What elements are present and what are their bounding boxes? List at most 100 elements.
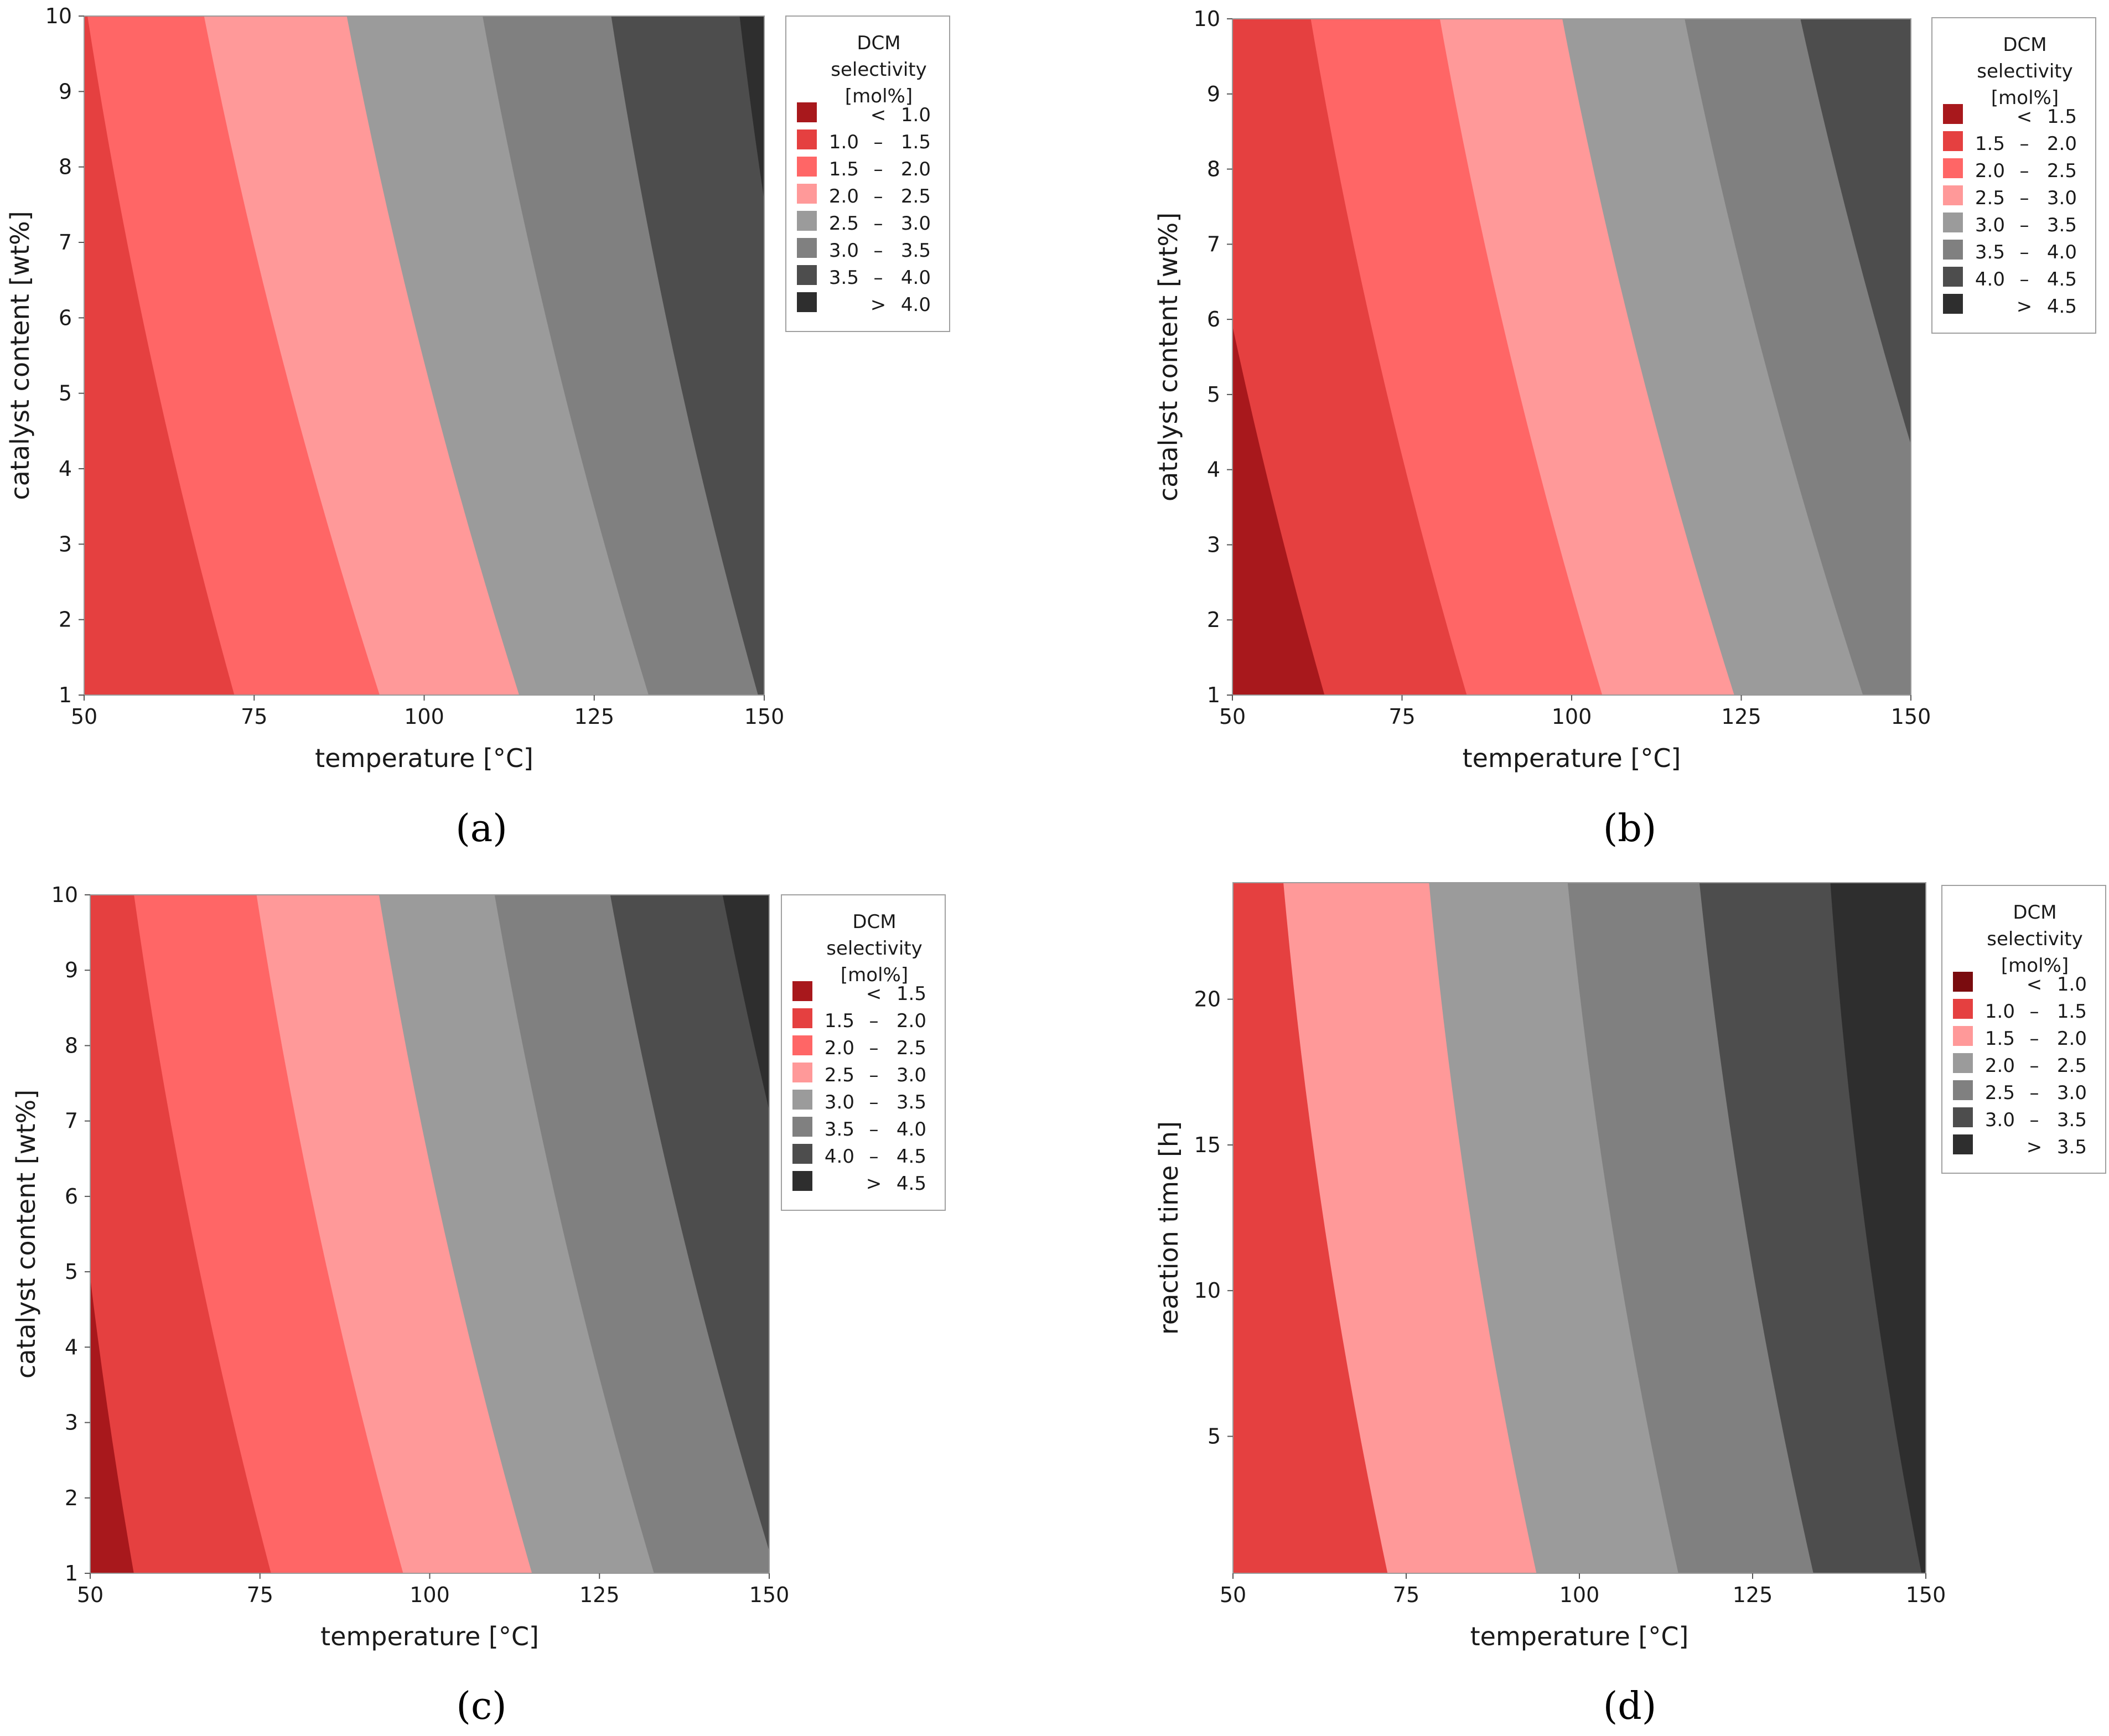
legend-high: 3.5 [2057,1109,2087,1131]
chart-panel-2: 50 75 100 125 150 1 2 3 4 5 6 7 8 9 10 temperature [°C]… [11,883,946,1728]
legend-low: 2.0 [829,185,859,208]
legend-swatch [1943,240,1963,260]
legend-dash: – [2030,1028,2039,1050]
legend-low: 2.5 [825,1064,854,1086]
legend-swatch [797,238,817,258]
x-axis-label: temperature [°C] [315,743,533,773]
legend-swatch [797,129,817,149]
x-axis-label: temperature [°C] [1463,743,1681,773]
y-tick-label: 6 [1207,307,1220,331]
x-tick-label: 50 [1220,1583,1246,1607]
legend-dash: – [2020,160,2029,182]
legend-dash: – [869,1064,879,1086]
legend-low: 2.5 [829,213,859,235]
legend-op: > [866,1173,882,1195]
y-tick-label: 3 [59,532,72,556]
y-tick-label: 1 [1207,683,1220,707]
legend-high: 3.5 [2047,214,2077,236]
y-tick-label: 10 [1194,7,1220,31]
y-tick-label: 5 [1208,1424,1221,1449]
legend-swatch [1953,1026,1973,1046]
legend-dash: – [869,1091,879,1113]
legend-high: 2.0 [901,158,931,180]
y-tick-label: 3 [65,1411,78,1435]
legend-high: 1.5 [2057,1001,2087,1023]
legend-high: 3.5 [2057,1136,2087,1158]
y-tick-label: 1 [65,1561,78,1585]
y-tick-label: 4 [59,457,72,481]
legend-dash: – [874,131,883,153]
legend-low: 2.5 [1985,1082,2015,1104]
y-tick-label: 7 [65,1109,78,1133]
legend-dash: – [2020,268,2029,291]
legend-swatch [797,265,817,285]
y-tick-label: 7 [1207,232,1220,256]
legend-high: 2.0 [2057,1028,2087,1050]
contour-plot-area [1233,883,1926,1573]
y-tick-label: 2 [59,608,72,632]
legend-high: 3.0 [901,213,931,235]
x-tick-label: 100 [404,704,444,729]
legend-swatch [797,157,817,177]
y-tick-label: 2 [1207,608,1220,632]
contour-plot-area [84,16,764,695]
y-tick-label: 1 [59,683,72,707]
x-axis-label: temperature [°C] [320,1621,539,1651]
legend-dash: – [874,158,883,180]
legend-swatch [797,184,817,204]
legend-swatch [1943,267,1963,287]
x-tick-label: 125 [1733,1583,1773,1607]
legend-dash: – [874,240,883,262]
legend-swatch [792,1144,812,1164]
contour-plot-area [1232,19,1911,695]
y-tick-label: 9 [1207,82,1220,106]
legend-low: 1.5 [825,1010,854,1032]
chart-panel-3: 50 75 100 125 150 5 10 15 20 temperature [°C] reac… [1154,882,2106,1728]
x-tick-label: 125 [574,704,614,729]
y-tick-label: 5 [65,1260,78,1284]
legend-swatch [1953,1053,1973,1073]
legend-swatch [792,1090,812,1110]
legend-dash: – [2020,214,2029,236]
y-axis-label: catalyst content [wt%] [5,211,35,500]
legend-op: < [2017,106,2033,128]
legend-swatch [1943,158,1963,178]
legend-swatch [1953,972,1973,992]
legend-dash: – [874,267,883,289]
x-tick-label: 150 [744,704,785,729]
legend-swatch [1943,104,1963,124]
x-tick-label: 125 [579,1583,620,1607]
legend-swatch [1943,213,1963,232]
legend-low: 3.5 [829,267,859,289]
legend-swatch [1943,185,1963,205]
x-tick-label: 50 [1219,704,1246,729]
legend-title-line: [mol%] [2001,955,2069,977]
legend-high: 2.5 [901,185,931,208]
y-tick-label: 2 [65,1486,78,1510]
legend-high: 2.5 [897,1037,926,1059]
x-tick-label: 50 [71,704,97,729]
legend-high: 1.5 [897,983,926,1005]
legend-high: 4.0 [2047,241,2077,263]
contour-band-5 [1800,19,1911,445]
x-tick-label: 100 [1559,1583,1600,1607]
y-tick-label: 3 [1207,532,1220,557]
legend-dash: – [869,1118,879,1141]
y-tick-label: 6 [65,1184,78,1209]
legend-swatch [792,1171,812,1191]
legend-high: 2.0 [2047,133,2077,155]
legend-title-line: [mol%] [841,964,908,986]
legend-swatch [1943,294,1963,314]
legend-low: 4.0 [825,1146,854,1168]
legend-swatch [792,1008,812,1028]
legend-high: 4.0 [901,267,931,289]
legend-high: 2.5 [2047,160,2077,182]
legend-high: 4.5 [2047,268,2077,291]
legend-dash: – [869,1037,879,1059]
legend-high: 4.5 [897,1173,926,1195]
y-tick-label: 5 [1207,382,1220,407]
contour-band-5 [610,895,769,1551]
legend-swatch [797,292,817,312]
